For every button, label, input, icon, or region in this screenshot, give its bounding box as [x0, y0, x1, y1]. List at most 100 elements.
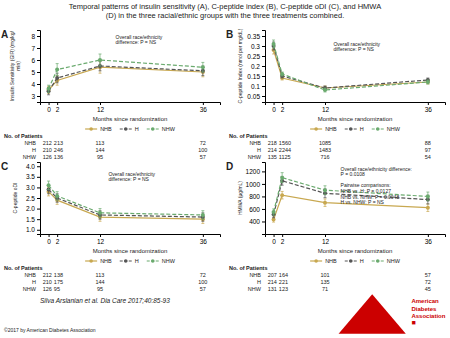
legend-marker [151, 127, 155, 131]
x-tick-mark [274, 102, 275, 105]
x-tick-mark [49, 102, 50, 105]
y-tick: 3.0 [26, 184, 40, 191]
x-tick: 12 [322, 234, 330, 245]
legend-entry: NHW [372, 126, 401, 132]
x-axis-title: Months since randomization [318, 116, 393, 122]
y-tick-mark [37, 177, 40, 178]
table-cell: 57 [200, 154, 206, 160]
y-tick-mark [37, 84, 40, 85]
x-tick-label: 36 [200, 238, 208, 245]
y-tick-label: 0.2 [251, 63, 260, 70]
copyright: ©2017 by American Diabetes Association [4, 327, 96, 333]
marks [272, 173, 430, 222]
table-cell: 95 [97, 154, 103, 160]
legend-label: NHW [387, 126, 401, 132]
table-row-label: NHW [248, 154, 262, 160]
panel-label: A [1, 29, 8, 40]
point [426, 80, 430, 84]
text-line: min) [15, 61, 21, 71]
y-tick-label: 4 [31, 81, 35, 88]
x-tick: 0 [272, 234, 276, 245]
table-row-label: NHW [248, 286, 262, 292]
table-cell: 716 [320, 154, 329, 160]
error-bar [47, 85, 50, 92]
table-cell: 57 [425, 272, 431, 278]
error-bar [201, 211, 204, 219]
series-line [274, 44, 428, 90]
table-cell: 72 [200, 140, 206, 146]
point [323, 201, 327, 205]
x-tick: 2 [281, 234, 285, 245]
legend-label: NHB [100, 126, 112, 132]
table-cell: 126 [43, 286, 52, 292]
error-bar [281, 173, 284, 183]
x-tick-mark [203, 234, 204, 237]
table-cell: 212 [43, 272, 52, 278]
table-cell: 95 [54, 286, 60, 292]
y-tick-mark [262, 66, 265, 67]
error-bar [426, 80, 429, 84]
legend-marker [124, 127, 128, 131]
text-line: P = 0.0108 [341, 171, 365, 177]
x-tick: 36 [425, 102, 433, 113]
point [323, 88, 327, 92]
panel: 02123640060080010001200Months since rand… [226, 161, 446, 292]
table-row-label: NHW [23, 286, 37, 292]
y-tick-label: 8 [31, 33, 35, 40]
x-tick-label: 2 [281, 106, 285, 113]
y-tick-label: 3.5 [26, 173, 35, 180]
point [426, 80, 430, 84]
y-tick: 0.15 [247, 73, 265, 80]
panel: 0212361.01.52.02.53.03.54.0Months since … [1, 161, 221, 292]
x-axis: 021236 [41, 234, 221, 245]
point [98, 58, 102, 62]
logo-text: Diabetes [411, 306, 437, 312]
y-axis-line [262, 31, 266, 103]
y-tick: 6 [31, 57, 40, 64]
x-tick-mark [428, 234, 429, 237]
y-tick-mark [37, 219, 40, 220]
y-tick-label: 1.5 [26, 216, 35, 223]
marks [47, 181, 205, 223]
annotation: Overall race/ethnicitydifference: P = NS [108, 171, 155, 183]
table-cell: 72 [200, 272, 206, 278]
error-bar [47, 181, 50, 189]
table-cell: 214 [268, 147, 277, 153]
point [55, 68, 59, 72]
table-cell: 97 [425, 147, 431, 153]
chart-container: Temporal patterns of insulin sensitivity… [0, 0, 450, 338]
table-cell: 113 [96, 140, 105, 146]
point [426, 206, 430, 210]
table-title: No. of Patients [229, 133, 268, 139]
x-tick-label: 12 [97, 106, 105, 113]
table-row-label: H [32, 279, 36, 285]
series-line [274, 46, 428, 88]
point [272, 218, 276, 222]
y-tick-label: 1000 [246, 180, 261, 187]
legend-label: NHB [325, 126, 337, 132]
x-tick: 2 [281, 102, 285, 113]
table-cell: 131 [268, 286, 277, 292]
patient-table: No. of PatientsNHB21221311372H2102461441… [4, 133, 207, 160]
text-line: Temporal patterns of insulin sensitivity… [69, 2, 381, 11]
y-tick-label: 0.15 [247, 73, 260, 80]
annotation: Overall race/ethnicitydifference: P = NS [333, 41, 380, 53]
x-axis-title: Months since randomization [318, 248, 393, 254]
error-bar [426, 192, 429, 201]
y-tick: 400 [249, 218, 265, 225]
table-cell: 45 [425, 286, 431, 292]
y-tick: 1000 [246, 180, 265, 187]
y-tick-label: 400 [249, 218, 260, 225]
x-axis: 021236 [266, 234, 446, 245]
table-cell: 113 [96, 272, 105, 278]
y-tick-label: 0.05 [247, 93, 260, 100]
x-tick-label: 2 [281, 238, 285, 245]
y-tick: 0.35 [247, 33, 265, 40]
y-tick: 7 [31, 45, 40, 52]
legend: NHB H NHW [310, 126, 401, 132]
legend-label: H [360, 126, 364, 132]
y-tick-mark [262, 171, 265, 172]
legend-label: NHW [162, 258, 176, 264]
y-axis-title: C-peptide oDI [12, 183, 18, 214]
y-axis: 345678 [31, 31, 40, 103]
